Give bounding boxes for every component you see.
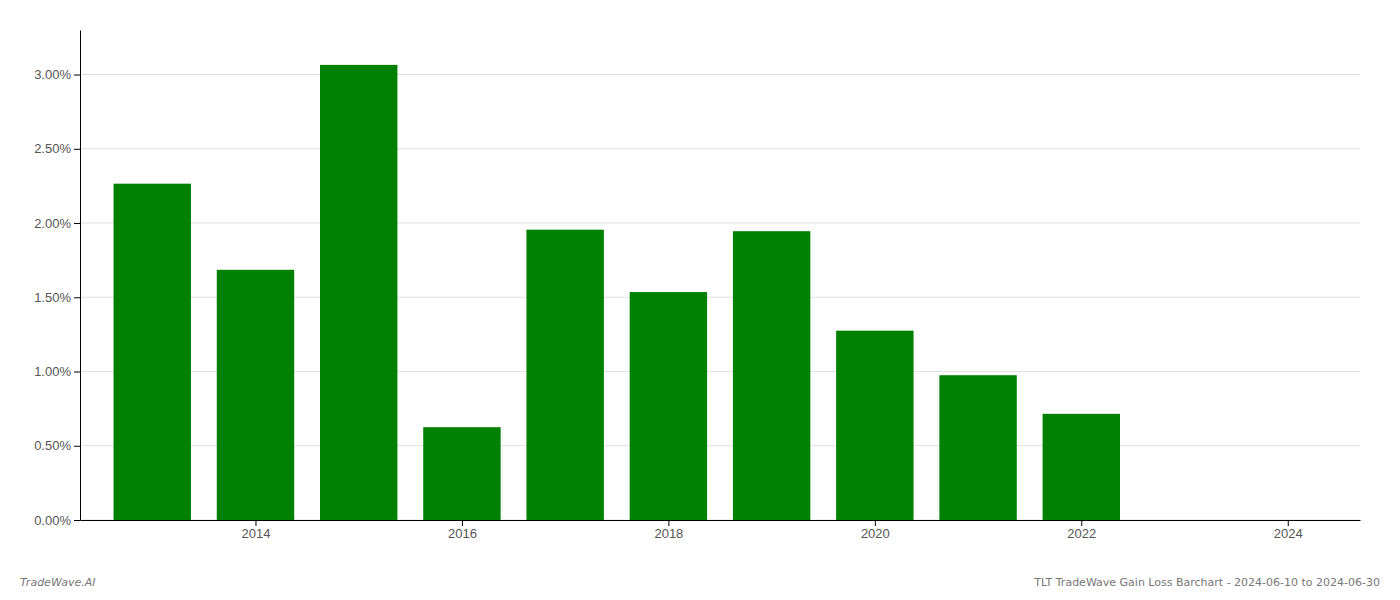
annotation: TLT TradeWave Gain Loss Barchart - 2024-… [1033,576,1380,589]
bar [320,65,397,520]
bar [836,331,913,520]
x-tick-label: 2016 [448,526,477,541]
annotation: TradeWave.AI [20,576,95,589]
x-tick-label: 2020 [861,526,890,541]
bar [423,427,500,520]
x-tick: 2020 [861,520,890,541]
bar [939,375,1016,520]
x-tick-label: 2024 [1274,526,1303,541]
y-tick: 2.50% [34,141,80,156]
x-tick-mark [668,520,669,526]
x-tick-label: 2018 [654,526,683,541]
y-tick-mark [74,297,80,298]
y-tick-mark [74,149,80,150]
bar [526,230,603,520]
y-tick-mark [74,446,80,447]
bar [630,292,707,520]
x-tick-mark [462,520,463,526]
y-axis-line [80,31,81,521]
y-axis: 0.00% 0.50% 1.00% 1.50% 2.00% 2.50% 3.00% [34,31,80,528]
grid [80,75,1360,520]
grid-line [80,148,1360,149]
y-tick-label: 1.50% [34,290,71,305]
x-axis-line [81,520,1361,521]
y-tick: 1.00% [34,364,80,379]
y-tick-mark [74,520,80,521]
y-tick-mark [74,223,80,224]
x-tick: 2018 [654,520,683,541]
bar [217,270,294,520]
plot: 2014 2016 2018 2020 2022 2024 0.00% 0.50% 1.00% 1… [34,31,1360,542]
chart: 2014 2016 2018 2020 2022 2024 0.00% 0.50% 1.00% 1… [0,0,1400,600]
y-tick-label: 1.00% [34,364,71,379]
y-tick-label: 0.50% [34,438,71,453]
y-tick: 3.00% [34,67,80,82]
x-axis: 2014 2016 2018 2020 2022 2024 [81,520,1361,541]
bar [733,231,810,520]
y-tick-mark [74,75,80,76]
bar [1146,520,1223,521]
x-tick-mark [255,520,256,526]
y-tick-label: 2.50% [34,141,71,156]
grid-line [80,74,1360,75]
y-tick-label: 2.00% [34,216,71,231]
x-tick-mark [875,520,876,526]
y-tick-mark [74,372,80,373]
y-tick: 2.00% [34,216,80,231]
x-tick: 2014 [242,520,271,541]
x-tick-mark [1288,520,1289,526]
y-tick-label: 3.00% [34,67,71,82]
x-tick-label: 2014 [242,526,271,541]
grid-line [80,223,1360,224]
x-tick-label: 2022 [1067,526,1096,541]
y-tick-label: 0.00% [34,513,71,528]
y-tick: 0.50% [34,438,80,453]
bars [114,65,1120,520]
bar [114,184,191,520]
y-tick: 0.00% [34,513,80,528]
x-tick: 2024 [1274,520,1303,541]
y-tick: 1.50% [34,290,80,305]
bar [1043,414,1120,520]
x-tick-mark [1081,520,1082,526]
x-tick: 2022 [1067,520,1096,541]
x-tick: 2016 [448,520,477,541]
